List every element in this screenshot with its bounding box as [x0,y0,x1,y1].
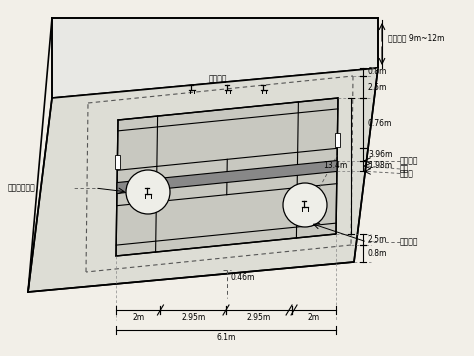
Text: 2.95m: 2.95m [246,314,271,323]
Circle shape [126,170,170,214]
Bar [115,155,120,168]
Polygon shape [116,98,338,256]
Text: 球網: 球網 [400,164,409,173]
Text: 視線員林: 視線員林 [400,237,419,246]
Text: 1.98m: 1.98m [368,162,392,171]
Text: 6.1m: 6.1m [216,334,236,342]
Text: 2.5m: 2.5m [368,235,387,244]
Text: 球柱座: 球柱座 [400,169,414,178]
Text: 13.4m: 13.4m [323,162,347,171]
Polygon shape [117,161,337,193]
Circle shape [283,183,327,227]
Text: 2m: 2m [308,314,320,323]
Text: 2.5m: 2.5m [368,83,387,91]
Polygon shape [28,68,378,292]
Text: 0.8m: 0.8m [368,249,387,258]
Text: 視線員林: 視線員林 [209,74,227,84]
Text: 0.76m: 0.76m [368,119,392,128]
Text: 0.8m: 0.8m [368,68,387,77]
Text: 3.96m: 3.96m [368,150,392,159]
Text: 發球視線員林: 發球視線員林 [8,183,36,193]
Text: 2m: 2m [132,314,144,323]
Text: 0.46m: 0.46m [230,273,255,283]
Polygon shape [52,18,378,98]
Bar [335,132,340,147]
Text: 2.95m: 2.95m [181,314,205,323]
Text: 净空高度 9m~12m: 净空高度 9m~12m [388,33,444,42]
Text: 主裁判林: 主裁判林 [400,156,419,165]
